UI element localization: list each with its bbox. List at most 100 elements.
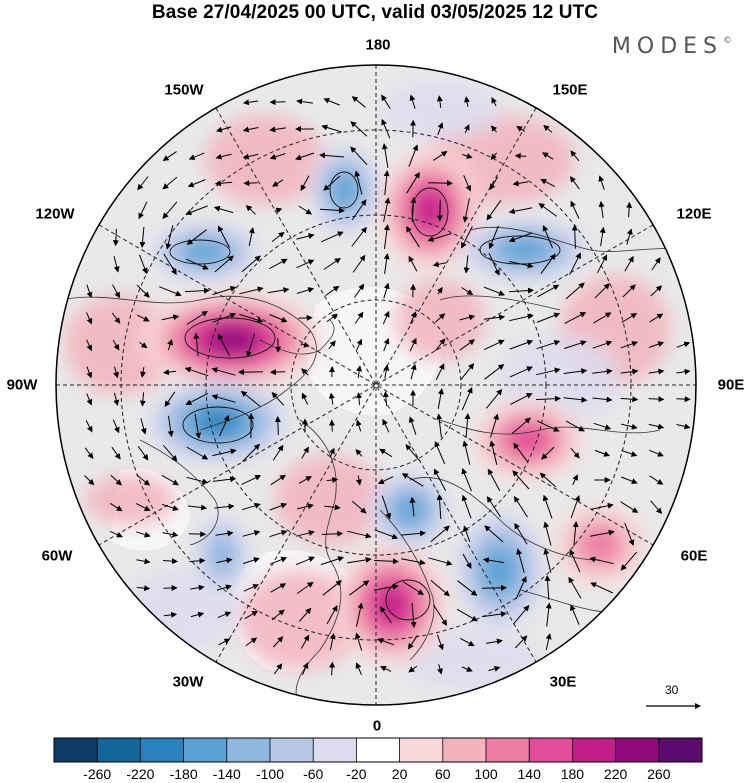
wind-vector <box>568 576 582 599</box>
wind-vector <box>163 369 177 376</box>
wind-vector <box>246 333 255 358</box>
graticule <box>56 65 696 705</box>
wind-vector <box>140 367 146 378</box>
anomaly-patch <box>395 280 485 360</box>
wind-vector <box>620 501 639 513</box>
wind-vector <box>570 447 580 459</box>
wind-vector <box>461 666 473 672</box>
wind-vector <box>136 314 150 322</box>
wind-vector <box>408 665 418 673</box>
wind-vector <box>298 205 313 215</box>
wind-vector <box>136 531 151 538</box>
wind-vector <box>271 391 285 406</box>
wind-vector <box>162 531 179 538</box>
wind-vector <box>321 124 342 133</box>
wind-vector <box>84 475 95 486</box>
anomaly-center-pos-west-europe <box>376 587 408 623</box>
wind-vector <box>486 388 503 409</box>
wind-vector <box>626 201 633 218</box>
wind-vector <box>648 423 665 430</box>
wind-vector <box>271 609 285 621</box>
wind-vector <box>513 496 528 518</box>
wind-vector <box>408 144 419 167</box>
wind-vector <box>301 368 309 376</box>
wind-vector <box>621 312 638 323</box>
wind-vector <box>190 584 205 591</box>
wind-vector <box>323 175 341 191</box>
wind-vector <box>514 522 528 545</box>
wind-vector <box>437 664 443 675</box>
wind-vector <box>433 151 448 161</box>
colorbar-bin <box>399 738 444 762</box>
wind-vector <box>301 446 309 459</box>
reference-vector-label: 30 <box>665 683 679 697</box>
wind-vector <box>459 637 475 647</box>
colorbar-tick-label: -180 <box>169 766 198 782</box>
wind-vector <box>319 152 345 159</box>
wind-vector <box>379 666 392 672</box>
colorbar-tick-label: 60 <box>435 766 451 782</box>
anomaly-center-neg-hudson-bay <box>197 410 239 434</box>
wind-vector <box>213 205 234 214</box>
label-0: 0 <box>372 717 382 735</box>
wind-vector <box>382 418 390 433</box>
wind-vector <box>463 255 470 274</box>
wind-vector <box>356 602 364 627</box>
wind-vector <box>482 557 505 564</box>
wind-vector <box>302 662 309 675</box>
wind-vector <box>486 638 503 645</box>
wind-vector <box>111 446 121 460</box>
wind-vector <box>136 474 151 486</box>
wind-vector <box>274 416 281 436</box>
wind-vector <box>434 338 446 352</box>
wind-vector <box>211 394 236 403</box>
wind-vector <box>326 313 339 323</box>
wind-vector <box>212 312 237 323</box>
wind-vector <box>215 530 234 537</box>
wind-vector <box>272 636 284 648</box>
wind-vector <box>624 522 635 546</box>
wind-vector <box>138 201 148 220</box>
wind-vector <box>649 313 664 323</box>
wind-vector <box>186 310 208 325</box>
wind-vector <box>188 152 205 160</box>
colorbar-bin <box>442 738 487 762</box>
wind-vector <box>321 530 344 537</box>
anomaly-center-neg-scandinavia <box>396 496 424 524</box>
wind-vector <box>486 200 502 221</box>
wind-vector <box>355 419 362 432</box>
wind-vector <box>433 604 448 626</box>
wind-vector <box>436 286 443 295</box>
wind-vector <box>536 312 561 323</box>
wind-vector <box>300 175 310 192</box>
wind-vector <box>676 423 691 430</box>
wind-vector <box>139 226 146 248</box>
wind-vector <box>537 284 560 298</box>
wind-vector <box>379 448 393 458</box>
wind-vector <box>296 503 314 510</box>
wind-vector <box>295 530 315 537</box>
wind-vector <box>508 287 534 294</box>
wind-vector <box>565 282 585 300</box>
wind-vector <box>269 502 288 511</box>
wind-vector <box>432 261 447 268</box>
wind-vector <box>86 393 93 406</box>
wind-vector <box>161 314 180 321</box>
wind-vector <box>401 473 424 487</box>
wind-vector <box>162 444 178 462</box>
wind-vector <box>484 525 504 543</box>
wind-vector <box>296 259 315 269</box>
wind-vector <box>186 476 209 485</box>
wind-vector <box>244 610 259 620</box>
map-disc <box>56 65 696 705</box>
wind-vector <box>184 287 210 294</box>
wind-vector <box>301 392 309 405</box>
wind-vector <box>436 199 443 222</box>
wind-vector <box>592 396 613 403</box>
wind-vector <box>164 391 176 408</box>
wind-vector <box>462 153 473 159</box>
wind-vector-field <box>84 94 691 676</box>
wind-vector <box>437 122 444 136</box>
wind-vector <box>563 368 588 375</box>
map-boundary <box>55 64 697 706</box>
